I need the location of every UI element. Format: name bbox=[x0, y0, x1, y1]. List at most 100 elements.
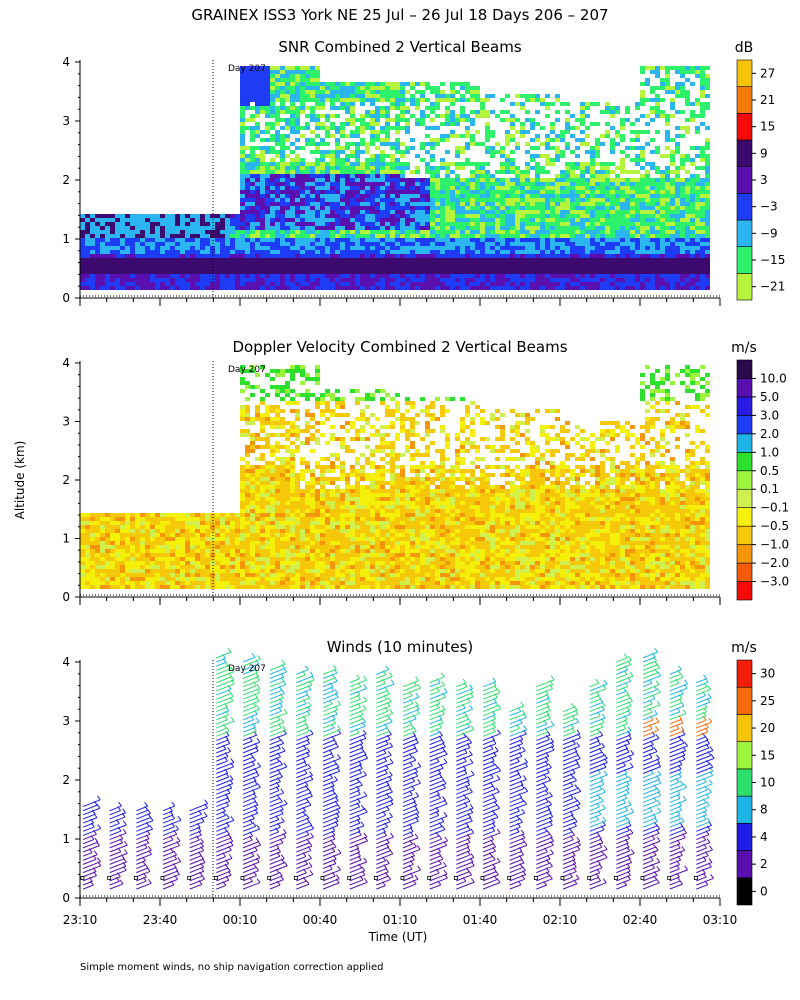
snr-cell bbox=[485, 186, 490, 190]
snr-cell bbox=[390, 286, 395, 290]
snr-cell bbox=[225, 278, 230, 282]
snr-cell bbox=[95, 226, 100, 230]
snr-cell bbox=[570, 226, 575, 230]
snr-cell bbox=[350, 250, 355, 254]
snr-cell bbox=[385, 94, 390, 98]
vel-cell bbox=[100, 549, 105, 553]
snr-cell bbox=[610, 142, 615, 146]
snr-cell bbox=[705, 286, 710, 290]
snr-cell bbox=[610, 190, 615, 194]
snr-cell bbox=[575, 238, 580, 242]
snr-cell bbox=[600, 174, 605, 178]
snr-cell bbox=[520, 194, 525, 198]
snr-cell bbox=[430, 250, 435, 254]
snr-cell bbox=[315, 238, 320, 242]
vel-cell bbox=[155, 569, 160, 573]
snr-cell bbox=[575, 206, 580, 210]
snr-cell bbox=[560, 274, 565, 278]
snr-cell bbox=[275, 218, 280, 222]
snr-cell bbox=[180, 258, 185, 262]
snr-cell bbox=[340, 246, 345, 250]
snr-cell bbox=[450, 230, 455, 234]
snr-cell bbox=[225, 270, 230, 274]
snr-cell bbox=[565, 174, 570, 178]
snr-cell bbox=[645, 206, 650, 210]
snr-cell bbox=[385, 250, 390, 254]
snr-cell bbox=[560, 194, 565, 198]
snr-cell bbox=[340, 174, 345, 178]
snr-cell bbox=[395, 174, 400, 178]
snr-cell bbox=[675, 270, 680, 274]
snr-cell bbox=[465, 194, 470, 198]
vel-cell bbox=[130, 549, 135, 553]
snr-cell bbox=[335, 202, 340, 206]
snr-cell bbox=[235, 278, 240, 282]
snr-cell bbox=[190, 246, 195, 250]
snr-cell bbox=[485, 122, 490, 126]
snr-cell bbox=[345, 122, 350, 126]
snr-cell bbox=[185, 286, 190, 290]
snr-cell bbox=[395, 170, 400, 174]
snr-cell bbox=[600, 230, 605, 234]
snr-cell bbox=[705, 170, 710, 174]
snr-cell bbox=[410, 138, 415, 142]
snr-cell bbox=[275, 210, 280, 214]
snr-cell bbox=[495, 246, 500, 250]
snr-cell bbox=[425, 270, 430, 274]
snr-cell bbox=[355, 214, 360, 218]
snr-cell bbox=[390, 274, 395, 278]
snr-cell bbox=[425, 202, 430, 206]
snr-cell bbox=[310, 78, 315, 82]
snr-cell bbox=[345, 146, 350, 150]
snr-cell bbox=[260, 166, 265, 170]
snr-cell bbox=[510, 150, 515, 154]
snr-cell bbox=[575, 226, 580, 230]
snr-cell bbox=[300, 190, 305, 194]
snr-cell bbox=[630, 194, 635, 198]
snr-cell bbox=[330, 134, 335, 138]
snr-cell bbox=[505, 230, 510, 234]
snr-cell bbox=[245, 222, 250, 226]
snr-cell bbox=[100, 214, 105, 218]
snr-cell bbox=[280, 98, 285, 102]
snr-cell bbox=[700, 66, 705, 70]
snr-cell bbox=[630, 202, 635, 206]
snr-cell bbox=[640, 222, 645, 226]
snr-cell bbox=[150, 214, 155, 218]
snr-cell bbox=[390, 82, 395, 86]
snr-cell bbox=[350, 182, 355, 186]
snr-cell bbox=[460, 210, 465, 214]
snr-cell bbox=[555, 138, 560, 142]
snr-cell bbox=[585, 230, 590, 234]
snr-cell bbox=[550, 158, 555, 162]
snr-cell bbox=[130, 282, 135, 286]
snr-cell bbox=[700, 190, 705, 194]
snr-cell bbox=[265, 90, 270, 94]
snr-cell bbox=[245, 266, 250, 270]
snr-cell bbox=[550, 182, 555, 186]
snr-cell bbox=[270, 110, 275, 114]
snr-cell bbox=[430, 230, 435, 234]
snr-cell bbox=[595, 182, 600, 186]
snr-cell bbox=[545, 262, 550, 266]
snr-cell bbox=[630, 258, 635, 262]
snr-cell bbox=[315, 258, 320, 262]
snr-cell bbox=[420, 194, 425, 198]
snr-cell bbox=[385, 134, 390, 138]
snr-cell bbox=[270, 182, 275, 186]
snr-cell bbox=[275, 238, 280, 242]
snr-cell bbox=[625, 246, 630, 250]
snr-cell bbox=[470, 170, 475, 174]
snr-cell bbox=[150, 234, 155, 238]
snr-cell bbox=[270, 102, 275, 106]
snr-cell bbox=[180, 282, 185, 286]
snr-cell bbox=[495, 266, 500, 270]
snr-cell bbox=[370, 206, 375, 210]
snr-cell bbox=[130, 266, 135, 270]
snr-cell bbox=[185, 218, 190, 222]
snr-cell bbox=[270, 134, 275, 138]
snr-cell bbox=[250, 222, 255, 226]
snr-cell bbox=[530, 218, 535, 222]
snr-cell bbox=[395, 234, 400, 238]
snr-cell bbox=[435, 170, 440, 174]
